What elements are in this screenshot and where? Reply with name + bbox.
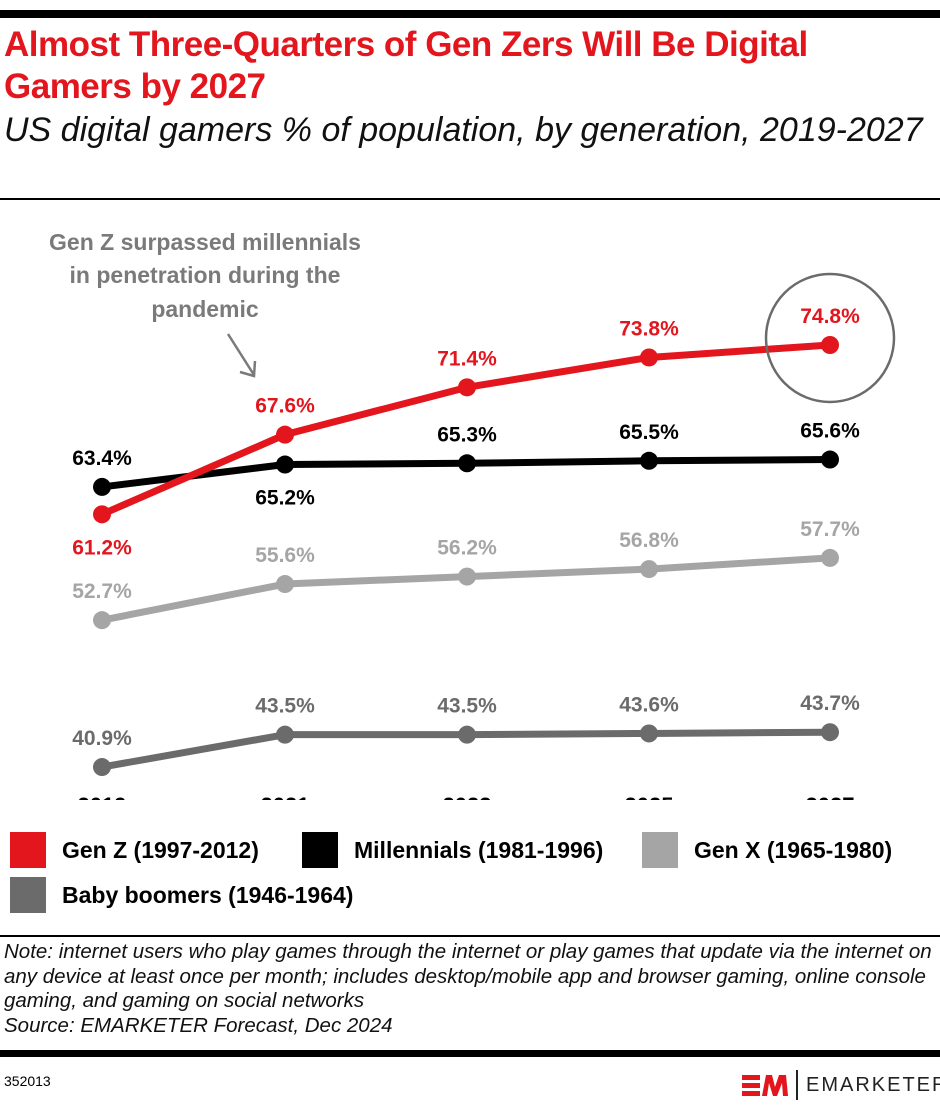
- x-tick-label: 2019: [78, 793, 127, 800]
- data-point: [640, 348, 658, 367]
- data-label: 55.6%: [255, 544, 315, 567]
- data-point: [276, 725, 294, 744]
- data-label: 43.7%: [800, 692, 860, 715]
- legend-label: Millennials (1981-1996): [354, 836, 604, 863]
- data-label: 57.7%: [800, 518, 860, 541]
- legend-item-millennials: Millennials (1981-1996): [302, 832, 603, 868]
- x-tick-label: 2027: [806, 793, 855, 800]
- legend-swatch: [642, 832, 678, 868]
- em-logo-icon: [742, 1075, 788, 1096]
- x-tick-label: 2025: [625, 793, 674, 800]
- legend-label: Baby boomers (1946-1964): [62, 881, 354, 908]
- data-label: 52.7%: [72, 580, 132, 603]
- data-point: [640, 560, 658, 579]
- series-gen: 52.7% 55.6% 56.2% 56.8% 57.7%: [72, 518, 860, 630]
- data-label: 43.6%: [619, 693, 679, 716]
- data-label: 65.2%: [255, 487, 315, 510]
- data-point: [458, 378, 476, 397]
- data-label: 74.8%: [800, 305, 860, 328]
- series-line: [101, 554, 831, 624]
- data-point: [93, 477, 111, 496]
- chart-title: Almost Three-Quarters of Gen Zers Will B…: [4, 25, 808, 106]
- data-point: [93, 758, 111, 777]
- data-label: 43.5%: [437, 695, 497, 718]
- source-text: Source: EMARKETER Forecast, Dec 2024: [4, 1013, 393, 1037]
- footer-divider: [0, 935, 940, 937]
- data-label: 56.8%: [619, 529, 679, 552]
- data-point: [458, 725, 476, 744]
- data-point: [93, 611, 111, 630]
- footnote: Note: internet users who play games thro…: [4, 940, 934, 1038]
- data-point: [821, 548, 839, 567]
- legend-item-gen-x: Gen X (1965-1980): [642, 832, 892, 868]
- data-label: 71.4%: [437, 347, 497, 370]
- annotation-line-2: in penetration during the: [70, 262, 341, 288]
- data-label: 63.4%: [72, 447, 132, 470]
- logo-text: EMARKETER: [806, 1073, 940, 1096]
- bottom-rule: [0, 1050, 940, 1057]
- data-point: [276, 425, 294, 444]
- series-millennials: 63.4% 65.2% 65.3% 65.5% 65.6%: [72, 420, 860, 510]
- annotation-line-1: Gen Z surpassed millennials: [49, 229, 361, 255]
- chart-id: 352013: [4, 1073, 51, 1089]
- data-point: [93, 505, 111, 524]
- legend-item-gen-z: Gen Z (1997-2012): [10, 832, 259, 868]
- legend-swatch: [10, 877, 46, 913]
- series-baby: 40.9% 43.5% 43.5% 43.6% 43.7%: [72, 692, 860, 777]
- data-label: 65.6%: [800, 420, 860, 443]
- legend-swatch: [302, 832, 338, 868]
- annotation: Gen Z surpassed millennials in penetrati…: [49, 229, 361, 378]
- data-point: [458, 567, 476, 586]
- header-divider: [0, 198, 940, 200]
- data-point: [276, 455, 294, 474]
- annotation-line-3: pandemic: [151, 296, 259, 322]
- data-label: 65.3%: [437, 423, 497, 446]
- data-point: [821, 723, 839, 742]
- data-label: 67.6%: [255, 395, 315, 418]
- data-point: [821, 450, 839, 469]
- x-tick-label: 2021: [261, 793, 310, 800]
- note-text: Note: internet users who play games thro…: [4, 940, 932, 1012]
- highlight-circle: [764, 272, 896, 404]
- annotation-arrow-icon: [226, 333, 257, 378]
- x-tick-label: 2023: [443, 793, 492, 800]
- logo-divider: [796, 1070, 798, 1100]
- data-point: [458, 454, 476, 473]
- data-point: [640, 451, 658, 470]
- data-point: [276, 575, 294, 594]
- chart-subtitle: US digital gamers % of population, by ge…: [4, 111, 923, 149]
- data-label: 56.2%: [437, 537, 497, 560]
- data-point: [821, 336, 839, 354]
- data-point: [640, 724, 658, 743]
- data-label: 40.9%: [72, 727, 132, 750]
- legend-label: Gen X (1965-1980): [694, 836, 893, 863]
- data-label: 73.8%: [619, 317, 679, 340]
- data-label: 61.2%: [72, 536, 132, 559]
- legend-swatch: [10, 832, 46, 868]
- legend-label: Gen Z (1997-2012): [62, 836, 259, 863]
- line-chart: Gen Z surpassed millennials in penetrati…: [49, 229, 896, 800]
- emarketer-logo: EMARKETER: [742, 1070, 940, 1100]
- series-gen: 61.2% 67.6% 71.4% 73.8% 74.8%: [72, 305, 860, 559]
- data-label: 65.5%: [619, 421, 679, 444]
- top-rule: [0, 10, 940, 18]
- data-label: 43.5%: [255, 695, 315, 718]
- legend-item-baby-boomers: Baby boomers (1946-1964): [10, 877, 353, 913]
